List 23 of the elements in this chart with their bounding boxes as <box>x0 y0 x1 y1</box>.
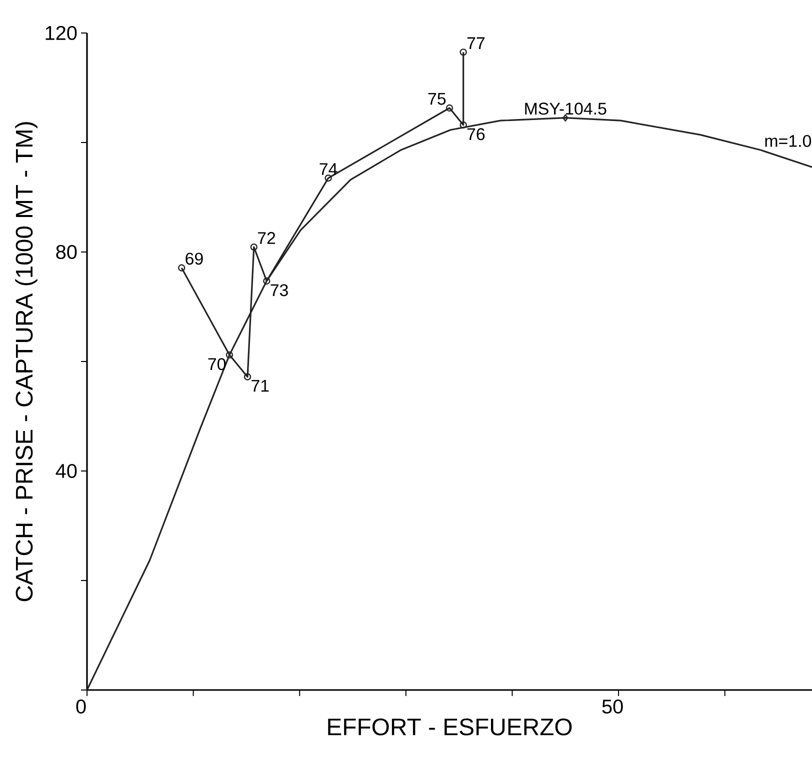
annotation: MSY-104.5 <box>525 102 606 115</box>
point <box>446 104 454 112</box>
y-tick-label: 120 <box>46 26 77 40</box>
x-tick-label: 0 <box>76 700 86 714</box>
point <box>460 121 467 129</box>
y-tick-label: 40 <box>56 464 77 478</box>
point <box>263 277 270 285</box>
annotation: m=1.0 <box>765 134 812 147</box>
annotation: 74 <box>320 163 338 175</box>
annotation: 72 <box>258 232 276 244</box>
annotation: 77 <box>467 37 484 49</box>
point <box>244 373 252 380</box>
annotation: 76 <box>467 128 485 140</box>
annotation: 71 <box>252 380 269 392</box>
annotation: 69 <box>186 252 203 265</box>
x-axis-title: EFFORT - ESFUERZO <box>328 718 572 736</box>
annotation: 73 <box>270 284 288 296</box>
annotation: 75 <box>428 92 446 105</box>
point <box>226 351 234 359</box>
x-tick-label: 50 <box>602 700 623 714</box>
y-tick-label: 80 <box>56 244 77 260</box>
y-axis-title: CATCH - PRISE - CAPTURA (1000 MT - TM) <box>15 122 38 602</box>
point <box>250 243 258 251</box>
